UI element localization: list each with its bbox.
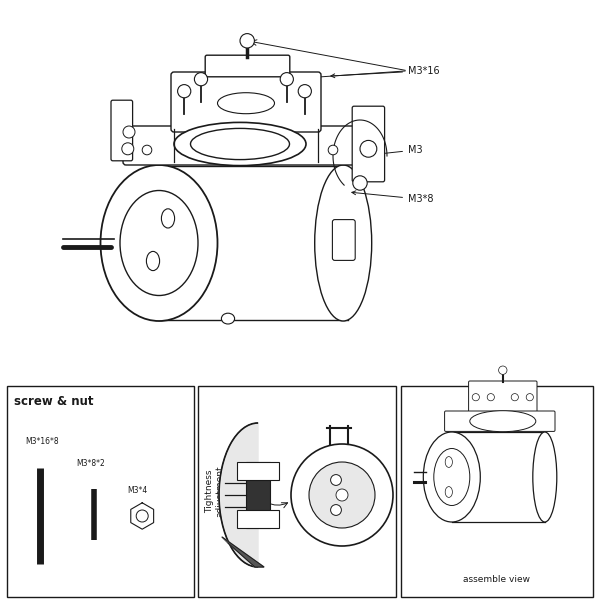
FancyBboxPatch shape (445, 411, 555, 431)
Ellipse shape (191, 128, 290, 160)
Circle shape (122, 143, 134, 155)
Circle shape (360, 140, 377, 157)
Text: M3*8*2: M3*8*2 (76, 459, 105, 468)
Ellipse shape (120, 191, 198, 295)
Ellipse shape (424, 432, 481, 522)
Text: M3*16: M3*16 (174, 93, 245, 113)
FancyBboxPatch shape (123, 126, 357, 165)
Circle shape (328, 145, 338, 155)
Bar (246, 462, 270, 528)
Circle shape (298, 85, 311, 98)
Bar (198, 386, 396, 597)
Bar (7, 386, 194, 597)
Circle shape (353, 176, 367, 190)
Circle shape (309, 462, 375, 528)
Circle shape (331, 505, 341, 515)
Circle shape (336, 489, 348, 501)
FancyBboxPatch shape (469, 381, 537, 415)
Circle shape (142, 145, 152, 155)
Ellipse shape (161, 209, 175, 228)
FancyBboxPatch shape (352, 106, 385, 182)
Ellipse shape (314, 165, 372, 321)
Ellipse shape (217, 92, 275, 114)
FancyBboxPatch shape (205, 55, 290, 77)
Polygon shape (222, 537, 264, 567)
Text: screw & nut: screw & nut (14, 395, 94, 408)
Ellipse shape (174, 122, 306, 166)
FancyBboxPatch shape (28, 454, 53, 470)
Ellipse shape (101, 165, 218, 321)
Circle shape (240, 34, 254, 48)
FancyBboxPatch shape (332, 220, 355, 260)
Circle shape (291, 444, 393, 546)
Ellipse shape (445, 487, 452, 497)
Text: M3: M3 (364, 145, 422, 157)
Circle shape (511, 394, 518, 401)
Ellipse shape (434, 449, 470, 505)
Circle shape (526, 394, 533, 401)
FancyBboxPatch shape (171, 72, 321, 132)
Ellipse shape (221, 313, 235, 324)
Circle shape (487, 394, 494, 401)
Circle shape (123, 126, 135, 138)
Text: assemble view: assemble view (463, 575, 530, 584)
Circle shape (178, 85, 191, 98)
Polygon shape (219, 423, 258, 567)
Text: M3*8: M3*8 (352, 191, 434, 204)
Text: Tightness
adjustment: Tightness adjustment (205, 466, 224, 517)
Circle shape (472, 394, 479, 401)
Circle shape (136, 510, 148, 522)
FancyBboxPatch shape (111, 100, 133, 161)
Text: M3*16*8: M3*16*8 (25, 437, 59, 446)
Ellipse shape (533, 432, 557, 522)
Ellipse shape (445, 457, 452, 467)
Bar (237, 462, 279, 480)
Bar (401, 386, 593, 597)
Ellipse shape (146, 251, 160, 271)
Text: M3*16: M3*16 (331, 66, 440, 78)
Circle shape (499, 366, 507, 374)
Circle shape (280, 73, 293, 86)
Polygon shape (131, 503, 154, 529)
Bar (237, 510, 279, 528)
Circle shape (194, 73, 208, 86)
FancyBboxPatch shape (84, 478, 104, 490)
Ellipse shape (470, 410, 536, 432)
Text: M3*4: M3*4 (127, 486, 148, 495)
Circle shape (331, 475, 341, 485)
